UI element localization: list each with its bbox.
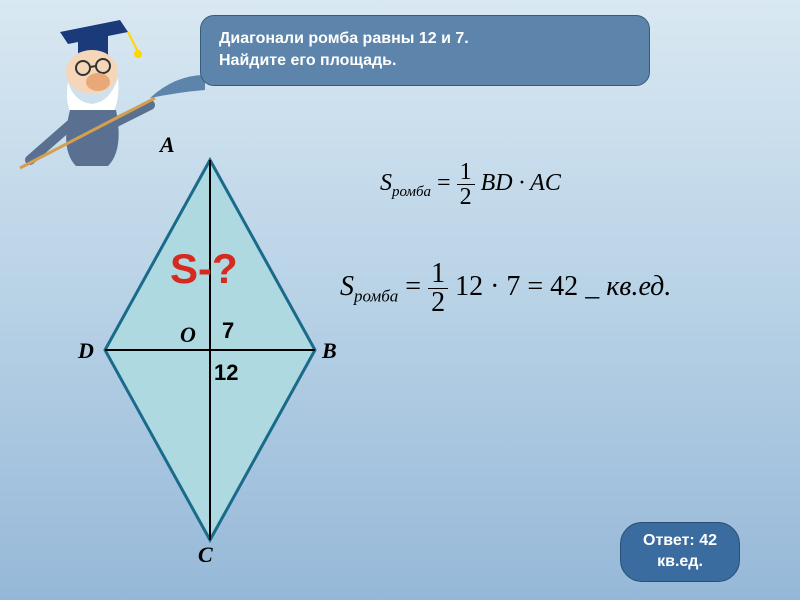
problem-line2: Найдите его площадь. <box>219 50 631 72</box>
answer-line2: кв.ед. <box>643 552 717 573</box>
frac1-den: 2 <box>457 185 475 209</box>
speech-tail <box>145 70 205 100</box>
formula-general: Sромба = 1 2 BD · AC <box>380 160 561 209</box>
formula-calculation: Sромба = 1 2 12 · 7 = 42 _ кв.ед. <box>340 260 671 317</box>
formula2-mid: 12 · 7 = 42 <box>455 271 578 302</box>
formula2-sub: ромба <box>354 287 398 306</box>
professor-mascot <box>10 10 160 170</box>
problem-line1: Диагонали ромба равны 12 и 7. <box>219 28 631 50</box>
vertex-a: A <box>160 132 175 158</box>
vertex-d: D <box>78 338 94 364</box>
formula-rest: BD · AC <box>481 170 561 196</box>
formula-S: S <box>380 170 392 196</box>
area-question: S-? <box>170 245 238 293</box>
answer-line1: Ответ: 42 <box>643 531 717 552</box>
formula-sub: ромба <box>392 184 431 200</box>
formula2-eq1: = <box>405 271 428 302</box>
diag-horizontal-label: 7 <box>222 318 234 344</box>
formula2-S: S <box>340 271 354 302</box>
diag-vertical-label: 12 <box>214 360 238 386</box>
frac2-num: 1 <box>428 260 448 289</box>
vertex-b: B <box>322 338 337 364</box>
answer-box: Ответ: 42 кв.ед. <box>620 522 740 582</box>
formula-eq: = <box>437 170 457 196</box>
center-o: O <box>180 322 196 348</box>
vertex-c: C <box>198 542 213 568</box>
frac2-den: 2 <box>428 289 448 317</box>
problem-box: Диагонали ромба равны 12 и 7. Найдите ег… <box>200 15 650 86</box>
rhombus-figure: A B C D O 7 12 S-? <box>60 150 360 590</box>
frac1-num: 1 <box>457 160 475 185</box>
formula2-unit: _ кв.ед. <box>585 271 671 302</box>
